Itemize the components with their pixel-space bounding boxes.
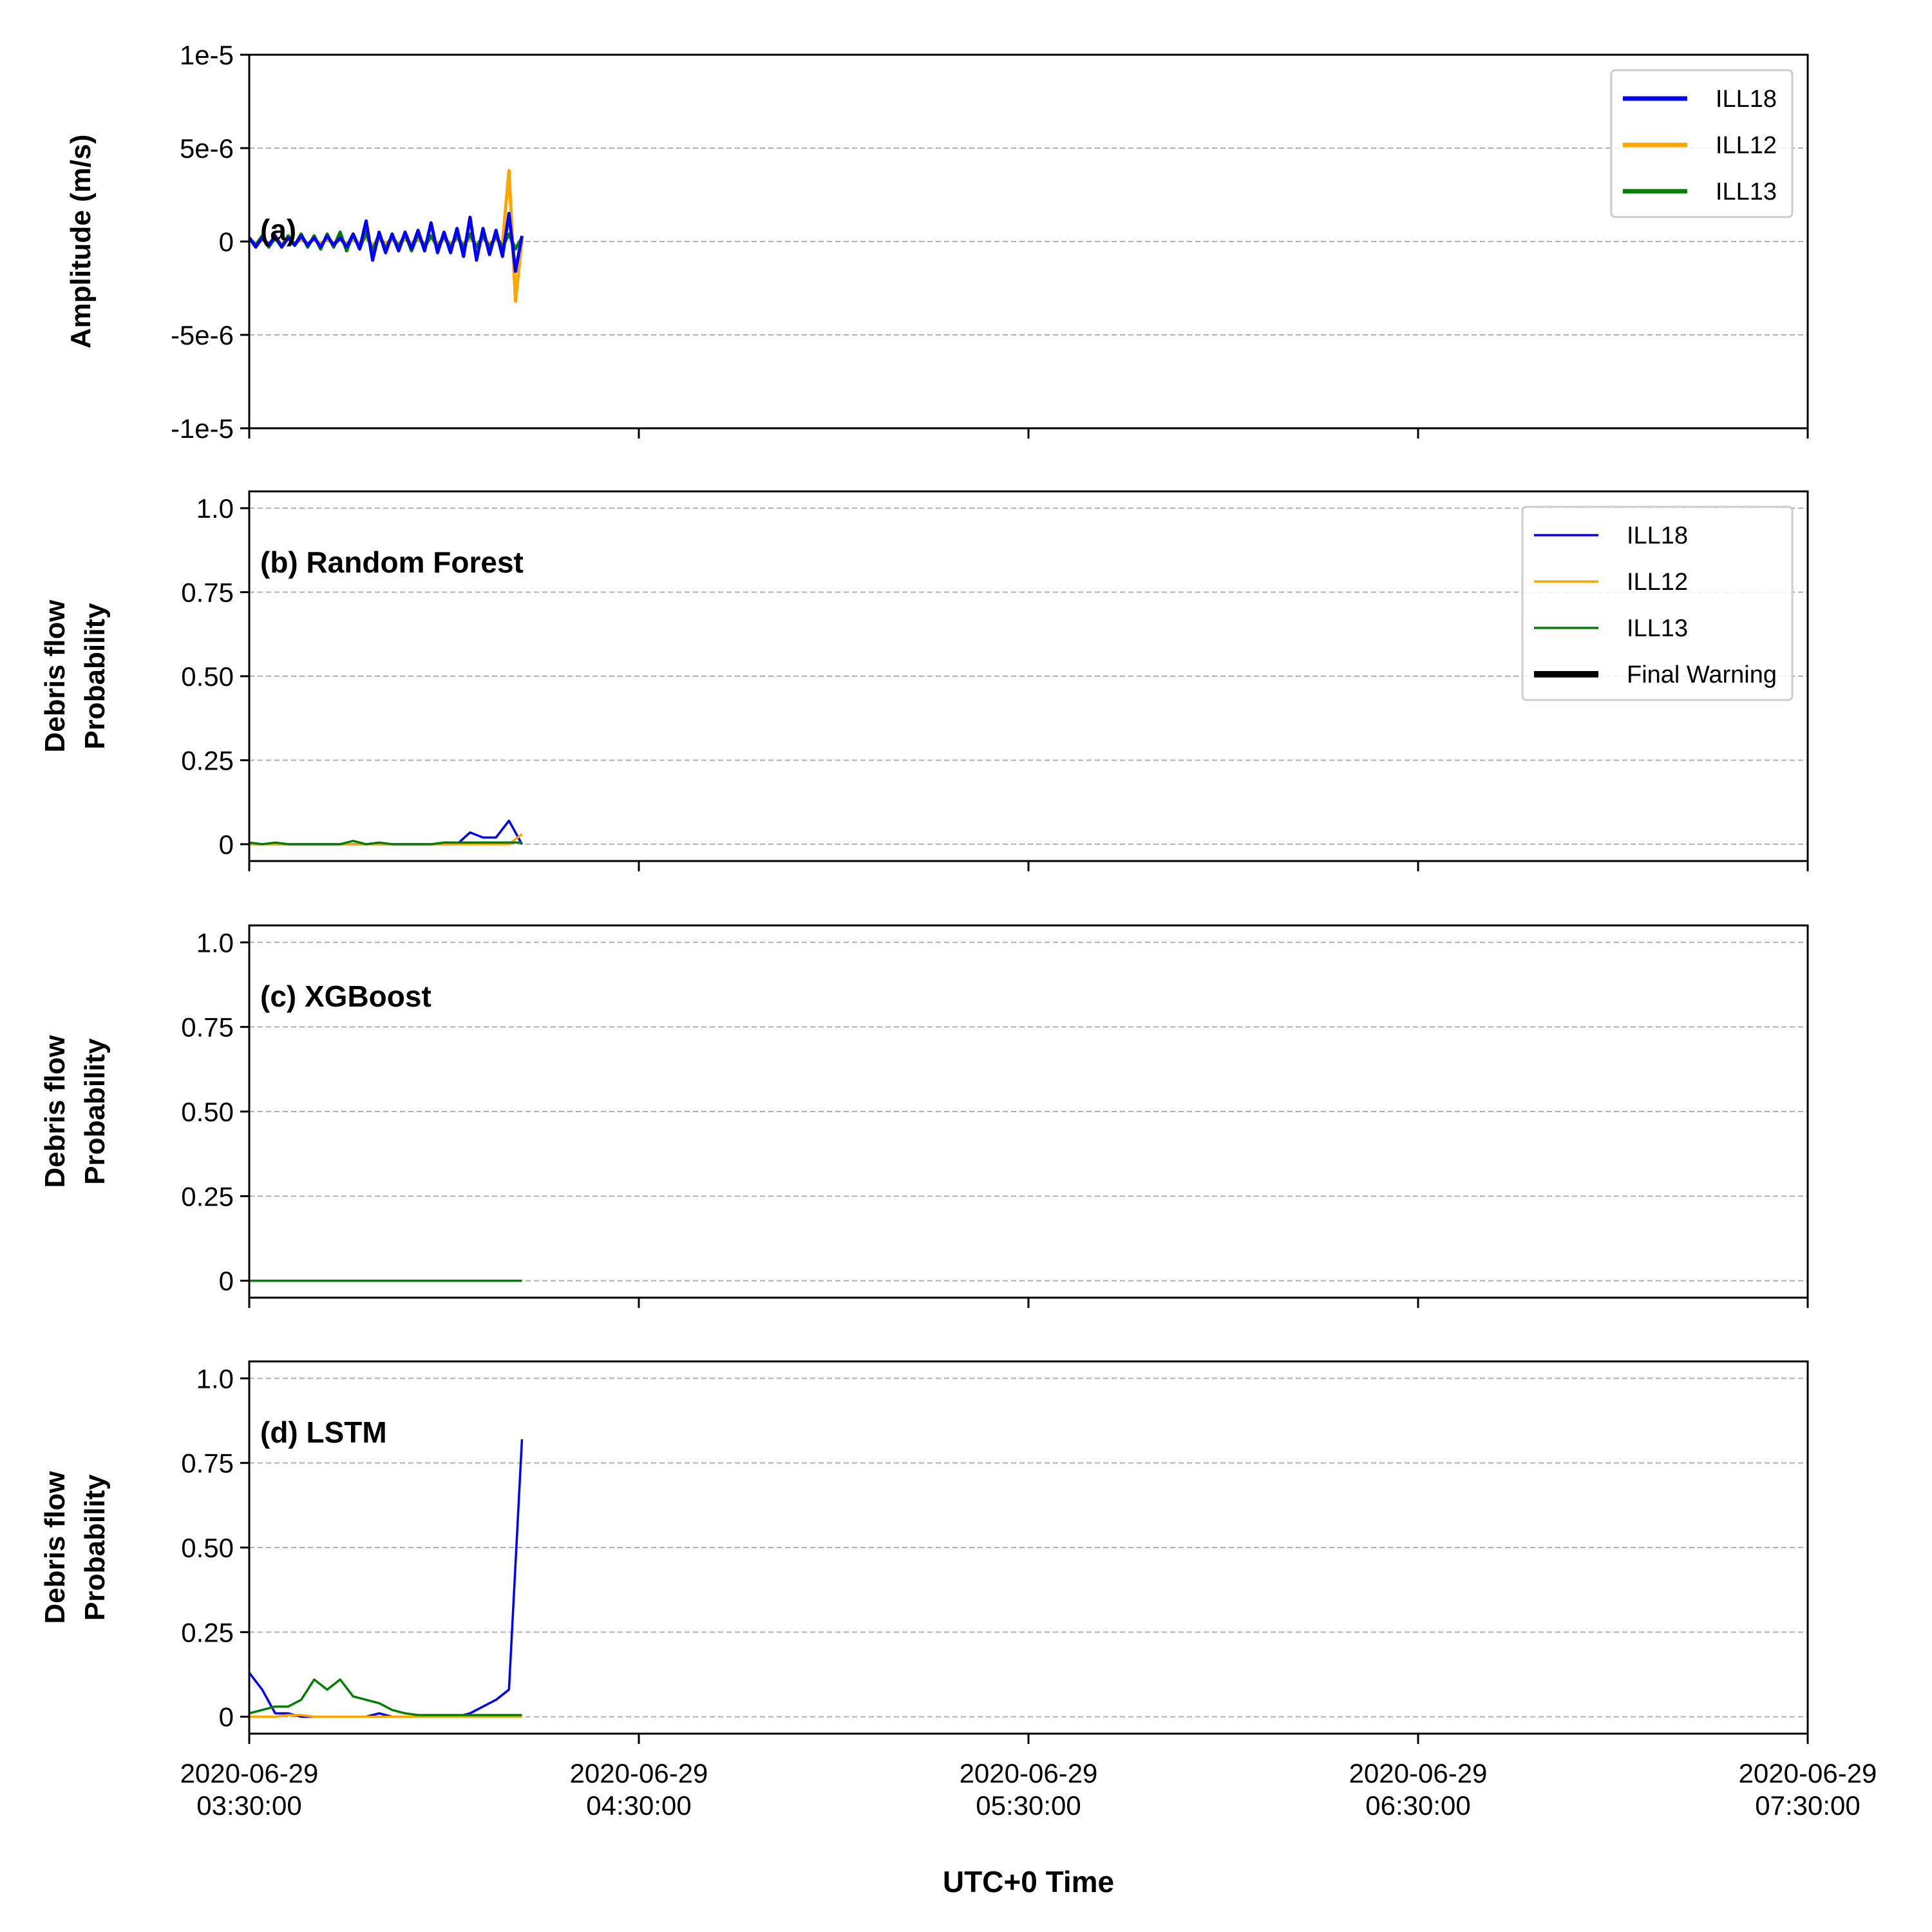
y-tick-label: 0.25	[181, 1617, 234, 1647]
plot-frame	[248, 1360, 1809, 1735]
legend-label: Final Warning	[1627, 661, 1777, 688]
y-tick-label: 0.75	[181, 578, 234, 608]
series-line	[249, 819, 524, 846]
y-tick-label: 0.50	[181, 1533, 234, 1563]
y-tick-label: 0.75	[181, 1012, 234, 1043]
subplot: -1e-5 -5e-6 0 5e-6 1e-5 (a) Amplitude (m/s) ILL…	[65, 40, 1809, 444]
panel-annotation: (d) LSTM	[260, 1416, 387, 1449]
y-axis-label: Debris flow Probability	[39, 600, 111, 753]
legend-label: ILL12	[1627, 569, 1688, 596]
x-axis-label: UTC+0 Time	[943, 1865, 1114, 1899]
series-line	[248, 1439, 524, 1718]
panel-annotation: (b) Random Forest	[260, 545, 524, 579]
y-tick-label: -1e-5	[171, 413, 234, 444]
y-tick-label: 1.0	[196, 1363, 234, 1394]
y-tick-label: 0	[219, 829, 234, 860]
y-tick-label: 0.50	[181, 1097, 234, 1127]
y-tick-label: 1e-5	[180, 40, 234, 70]
legend-label: ILL13	[1716, 178, 1777, 205]
legend-label: ILL18	[1716, 86, 1777, 113]
y-tick-label: 0.50	[181, 661, 234, 692]
y-tick-label: 0	[219, 227, 234, 257]
legend: ILL18 ILL12 ILL13 Final Warning	[1521, 506, 1794, 701]
series-line	[249, 1714, 522, 1718]
y-tick-label: 0	[219, 1266, 234, 1296]
legend-label: ILL12	[1716, 132, 1777, 159]
subplot: 0 0.25 0.50 0.75 1.0 (c) XGBoost Debris flow Pr…	[39, 924, 1809, 1308]
subplot: 0 0.25 0.50 0.75 1.0 2020-06-29 03:30:00 2020-0…	[39, 1360, 1877, 1899]
series-line	[249, 1678, 522, 1716]
y-tick-label: 1.0	[196, 493, 234, 524]
y-tick-label: 0.25	[181, 745, 234, 775]
y-tick-label: -5e-6	[171, 320, 234, 350]
panel-annotation: (a)	[260, 213, 296, 247]
y-axis-label: Debris flow Probability	[39, 1035, 111, 1188]
legend-box	[1610, 69, 1794, 218]
legend-label: ILL13	[1627, 615, 1688, 642]
y-axis-label: Debris flow Probability	[39, 1471, 111, 1624]
x-tick-label: 2020-06-29 07:30:00	[1739, 1758, 1877, 1821]
plot-frame	[248, 53, 1809, 430]
y-tick-label: 5e-6	[180, 133, 234, 164]
x-tick-label: 2020-06-29 05:30:00	[960, 1758, 1098, 1821]
y-tick-label: 0.25	[181, 1181, 234, 1211]
series-line	[247, 212, 524, 273]
x-tick-label: 2020-06-29 06:30:00	[1349, 1758, 1488, 1821]
legend-label: ILL18	[1627, 522, 1688, 549]
plot-frame	[248, 924, 1809, 1299]
x-tick-label: 2020-06-29 03:30:00	[180, 1758, 319, 1821]
series-line	[249, 839, 522, 846]
plot-frame	[248, 490, 1809, 862]
panel-annotation: (c) XGBoost	[260, 980, 431, 1013]
y-tick-label: 0	[219, 1702, 234, 1732]
y-axis-label: Amplitude (m/s)	[65, 135, 97, 348]
x-tick-label: 2020-06-29 04:30:00	[570, 1758, 708, 1821]
legend-box	[1521, 506, 1794, 701]
y-tick-label: 0.75	[181, 1448, 234, 1479]
legend: ILL18 ILL12 ILL13	[1610, 69, 1794, 218]
subplot: 0 0.25 0.50 0.75 1.0 (b) Random Forest Debris …	[39, 490, 1809, 871]
y-tick-label: 1.0	[196, 927, 234, 958]
